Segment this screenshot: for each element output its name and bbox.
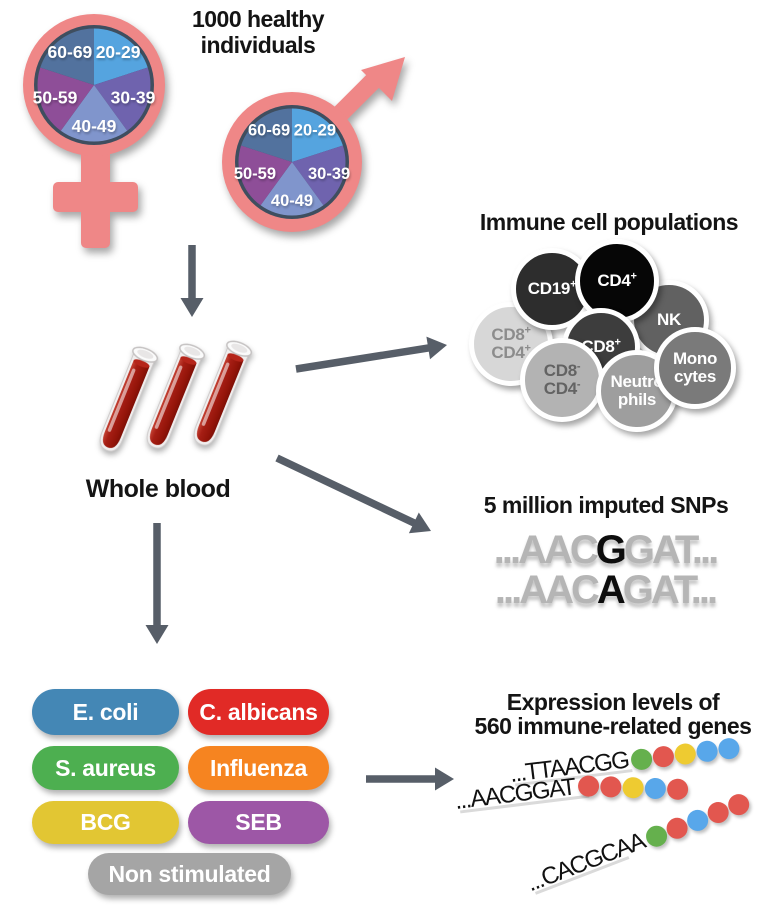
page-title: 1000 healthy individuals — [148, 6, 368, 58]
stimulus-label: E. coli — [72, 698, 139, 725]
tube-blood — [102, 359, 150, 449]
age-slice-40-49 — [60, 85, 128, 142]
stimulus-pill-s-aureus: S. aureus — [32, 746, 179, 790]
snp-sequence-1: ...AACGGAT... — [440, 528, 770, 573]
snp2-suffix: GAT... — [622, 568, 718, 612]
tube-highlight — [107, 368, 136, 432]
cell-label: CD8- CD4- — [543, 360, 581, 398]
expression-dot-red — [576, 773, 600, 798]
expression-dot-blue — [717, 736, 741, 760]
tube-highlight — [201, 362, 230, 426]
stimulus-label: Non stimulated — [108, 860, 271, 887]
page-title-line2: individuals — [200, 32, 316, 58]
arrow-head-4 — [145, 625, 169, 644]
tube-rim-inner — [137, 349, 154, 359]
cell-label: NK — [657, 310, 681, 329]
age-label-30-39: 30-39 — [308, 165, 350, 183]
male-arrow-shaft — [329, 71, 383, 125]
cell-label: Mono cytes — [672, 349, 718, 386]
stimulus-label: BCG — [80, 809, 131, 835]
blood-tube-svg — [99, 346, 159, 452]
cell-monocytes: Mono cytes — [654, 327, 736, 409]
age-slice-30-39 — [94, 67, 151, 131]
expression-dot-yellow — [620, 775, 645, 799]
age-label-40-49: 40-49 — [271, 192, 313, 210]
expression-dot-blue — [695, 739, 719, 763]
tube-blood — [196, 353, 244, 443]
cell-label: CD8+ CD4+ — [491, 324, 531, 362]
female-age-pie: 20-29 30-39 40-49 50-59 60-69 — [33, 28, 156, 142]
cell-label: CD4+ — [597, 270, 637, 290]
blood-tube-svg — [193, 340, 253, 446]
age-label-20-29: 20-29 — [294, 121, 336, 139]
cell-label: Neutro phils — [610, 372, 664, 409]
tube-blood — [149, 356, 197, 446]
age-slice-30-39 — [292, 145, 346, 206]
age-slice-20-29 — [292, 108, 343, 162]
snp2-variant: A — [596, 568, 626, 612]
snps-title: 5 million imputed SNPs — [483, 492, 729, 518]
stimulus-pill-c-albicans: C. albicans — [188, 689, 329, 735]
stimulus-label: C. albicans — [199, 698, 318, 725]
tube-blood-surface — [180, 356, 197, 365]
cell-label: CD19+ — [527, 278, 577, 298]
stimulus-pill-non-stimulated: Non stimulated — [88, 853, 291, 895]
age-slice-50-59 — [238, 145, 292, 206]
arrow-head-2 — [426, 336, 447, 360]
arrow-head-5 — [435, 767, 454, 791]
male-symbol: 20-29 30-39 40-49 50-59 60-69 — [222, 57, 405, 232]
arrow-head-1 — [180, 298, 204, 317]
stimulus-label: S. aureus — [55, 754, 156, 781]
immune-cells-title: Immune cell populations — [479, 209, 739, 235]
male-age-pie: 20-29 30-39 40-49 50-59 60-69 — [234, 108, 350, 216]
arrow-shaft-3 — [275, 454, 418, 528]
expression-dot-red — [598, 774, 623, 799]
stimulus-pill-influenza: Influenza — [188, 746, 329, 790]
female-symbol: 20-29 30-39 40-49 50-59 60-69 — [23, 14, 165, 248]
stimulus-pill-seb: SEB — [188, 801, 329, 844]
page-title-line1: 1000 healthy — [191, 6, 325, 32]
age-slice-60-69 — [241, 108, 292, 162]
blood-tube — [176, 330, 263, 461]
stimulus-label: SEB — [235, 809, 282, 835]
age-label-50-59: 50-59 — [234, 165, 276, 183]
age-label-60-69: 60-69 — [248, 121, 290, 139]
age-label-60-69: 60-69 — [48, 42, 93, 62]
stimulus-pill-e-coli: E. coli — [32, 689, 179, 735]
stimulus-label: Influenza — [210, 754, 307, 781]
arrow-head-3 — [408, 512, 431, 534]
snp1-prefix: ...AAC — [493, 528, 599, 572]
age-label-40-49: 40-49 — [72, 116, 117, 136]
cell-cd8neg-cd4neg: CD8- CD4- — [520, 338, 604, 422]
snp2-prefix: ...AAC — [494, 568, 600, 612]
age-label-20-29: 20-29 — [96, 42, 141, 62]
age-slice-60-69 — [40, 28, 94, 85]
tube-rim-inner — [231, 343, 248, 353]
age-label-30-39: 30-39 — [111, 88, 156, 108]
expression-title-line1: Expression levels of — [506, 689, 720, 715]
age-slice-50-59 — [37, 67, 94, 131]
snp1-variant: G — [595, 528, 627, 572]
tube-rim-inner — [184, 346, 201, 356]
female-cross-horizontal — [53, 182, 138, 212]
tube-blood-surface — [227, 353, 244, 362]
tube-blood-surface — [133, 359, 150, 368]
whole-blood-label: Whole blood — [85, 475, 231, 503]
arrow-shaft-2 — [295, 343, 431, 373]
blood-tube-svg — [146, 343, 206, 449]
blood-tube — [82, 336, 169, 467]
male-arrow-head — [361, 57, 405, 101]
age-label-50-59: 50-59 — [33, 88, 78, 108]
expression-title-line2: 560 immune-related genes — [474, 713, 752, 739]
expression-title: Expression levels of 560 immune-related … — [455, 690, 771, 738]
snp1-suffix: GAT... — [623, 528, 719, 572]
snp-sequence-2: ...AACAGAT... — [440, 568, 770, 613]
age-slice-20-29 — [94, 28, 148, 85]
stimulus-pill-bcg: BCG — [32, 801, 179, 844]
tube-highlight — [154, 365, 183, 429]
age-slice-40-49 — [260, 162, 324, 216]
blood-tube — [129, 333, 216, 464]
